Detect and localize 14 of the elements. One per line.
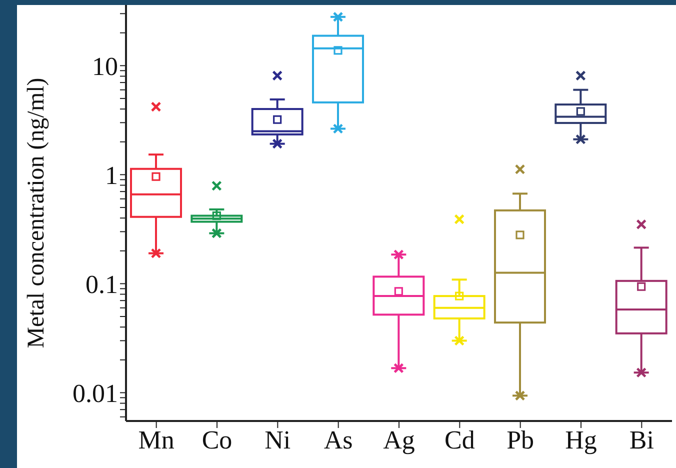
x-tick-label: Mn (138, 425, 174, 454)
x-tick-label: Bi (629, 425, 654, 454)
x-tick-label: Co (202, 425, 232, 454)
y-tick-label: 10 (92, 52, 118, 81)
x-tick-label: Pb (506, 425, 534, 454)
x-tick-label: Cd (444, 425, 475, 454)
x-tick-label: Ag (383, 425, 415, 454)
x-tick-label: Ni (264, 425, 291, 454)
y-tick-label: 1 (105, 160, 118, 190)
y-tick-label: 0.01 (72, 378, 118, 408)
x-tick-label: Hg (565, 425, 597, 454)
x-tick-label: As (324, 425, 353, 454)
y-axis-title: Metal concentration (ng/ml) (24, 78, 50, 348)
y-tick-label: 0.1 (86, 270, 118, 299)
